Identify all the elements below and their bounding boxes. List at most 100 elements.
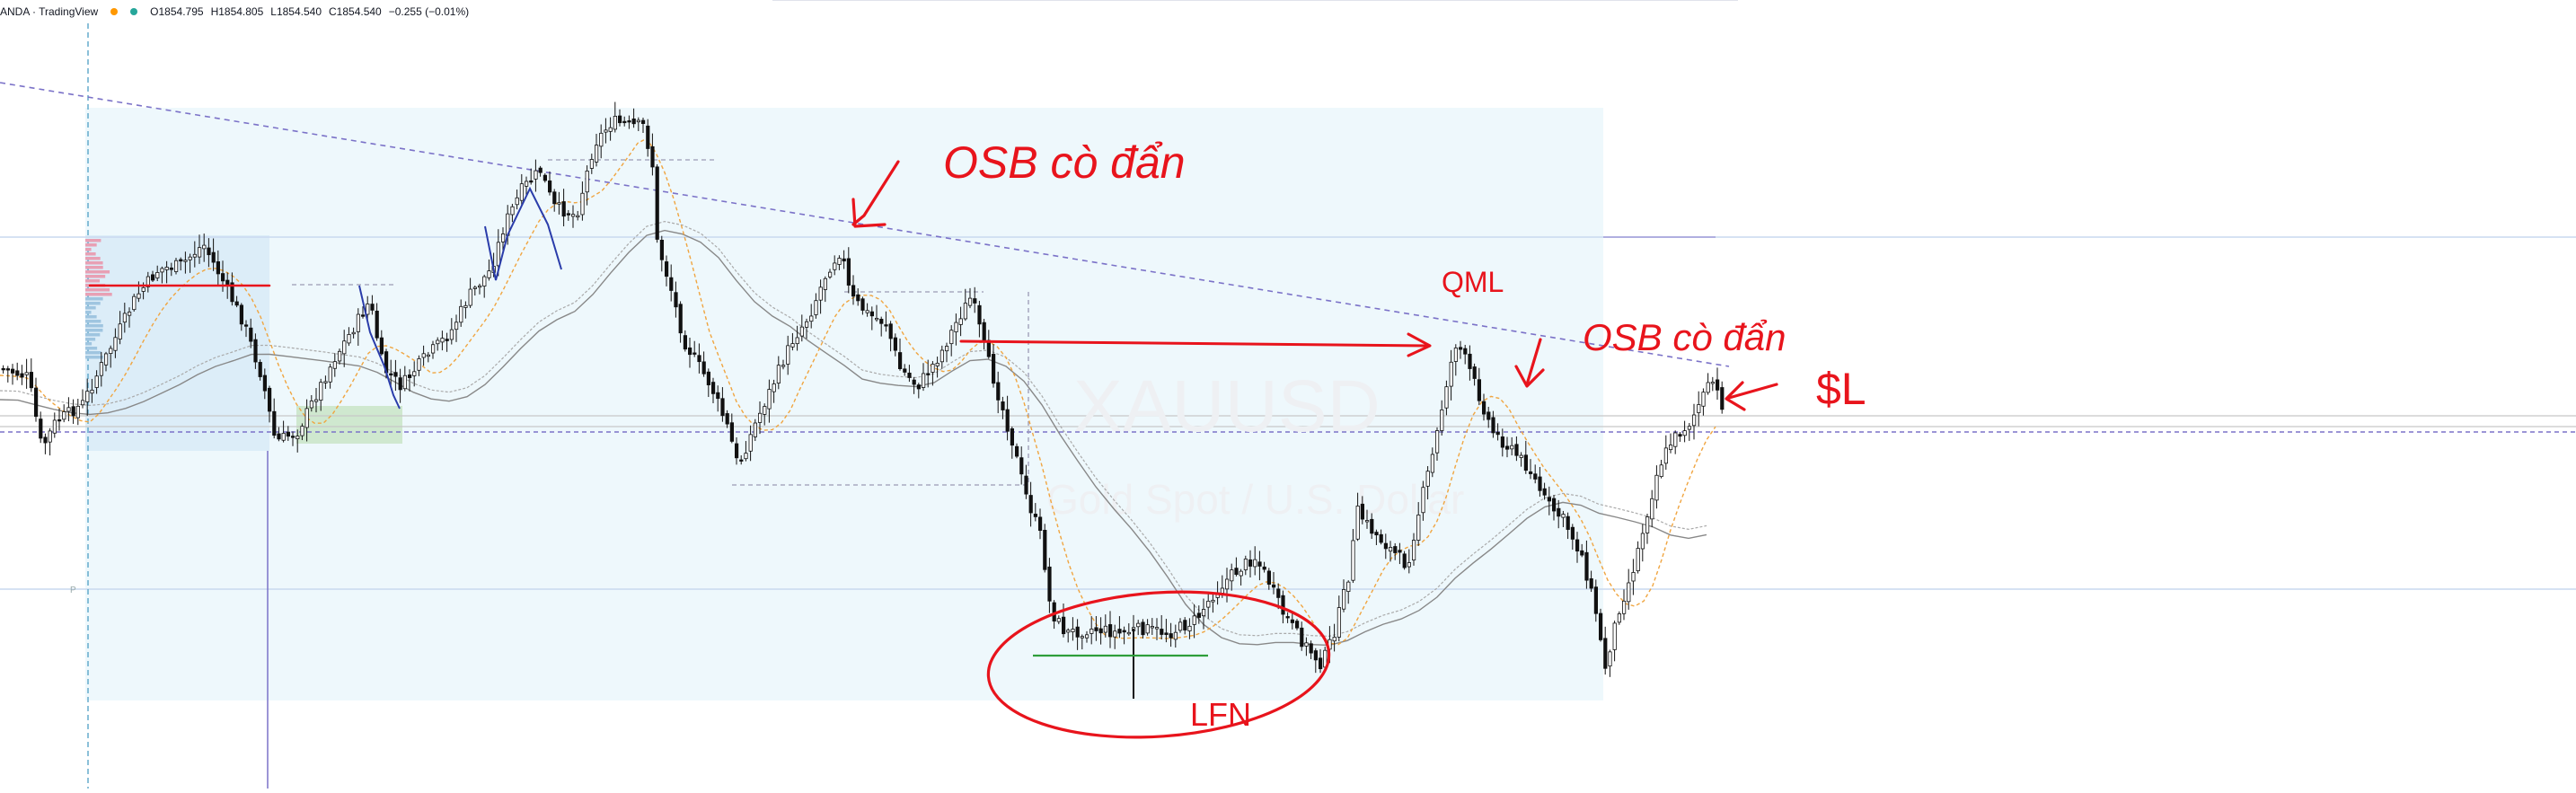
candle-body[interactable]: [1416, 514, 1421, 541]
candle-body[interactable]: [1243, 559, 1248, 570]
candle-body[interactable]: [496, 242, 501, 267]
candle-body[interactable]: [1542, 488, 1547, 496]
candle-body[interactable]: [945, 346, 949, 352]
candle-body[interactable]: [683, 335, 688, 350]
candle-body[interactable]: [436, 339, 440, 345]
candle-body[interactable]: [1608, 651, 1612, 667]
candle-body[interactable]: [968, 297, 973, 306]
candle-body[interactable]: [818, 286, 823, 301]
candle-body[interactable]: [1295, 621, 1300, 629]
candle-body[interactable]: [856, 294, 860, 302]
candle-body[interactable]: [243, 324, 249, 327]
candle-body[interactable]: [1720, 387, 1725, 410]
candle-body[interactable]: [356, 313, 361, 332]
candle-body[interactable]: [132, 295, 137, 311]
candle-body[interactable]: [449, 329, 454, 340]
candle-body[interactable]: [884, 324, 888, 327]
candle-body[interactable]: [828, 271, 833, 278]
candle-body[interactable]: [1043, 529, 1047, 570]
candle-body[interactable]: [1706, 382, 1710, 393]
candle-body[interactable]: [81, 400, 85, 406]
candle-body[interactable]: [650, 145, 655, 168]
candle-body[interactable]: [1692, 414, 1697, 427]
candle-body[interactable]: [1015, 445, 1019, 457]
candle-body[interactable]: [1332, 637, 1337, 642]
candle-body[interactable]: [267, 387, 272, 412]
candle-body[interactable]: [954, 322, 958, 332]
candle-body[interactable]: [548, 180, 552, 193]
candle-body[interactable]: [1141, 621, 1145, 636]
candle-body[interactable]: [1272, 584, 1276, 588]
candle-body[interactable]: [1122, 630, 1126, 633]
candle-body[interactable]: [146, 276, 150, 287]
candle-body[interactable]: [1449, 361, 1453, 387]
candle-body[interactable]: [192, 253, 197, 258]
candle-body[interactable]: [888, 323, 893, 339]
candle-body[interactable]: [122, 313, 127, 323]
candle-body[interactable]: [1313, 650, 1318, 661]
candle-body[interactable]: [748, 434, 753, 452]
candle-body[interactable]: [534, 170, 538, 180]
candle-body[interactable]: [421, 353, 426, 358]
candle-body[interactable]: [1631, 572, 1636, 582]
candle-body[interactable]: [926, 373, 931, 375]
candle-body[interactable]: [525, 181, 529, 187]
candle-body[interactable]: [898, 352, 903, 369]
candle-body[interactable]: [1010, 428, 1014, 446]
candle-body[interactable]: [375, 310, 379, 339]
candle-body[interactable]: [1266, 570, 1271, 585]
candle-body[interactable]: [903, 368, 907, 373]
candle-body[interactable]: [1047, 566, 1052, 602]
candle-body[interactable]: [1080, 636, 1084, 639]
candle-body[interactable]: [837, 258, 842, 265]
candle-body[interactable]: [1663, 447, 1668, 464]
candle-body[interactable]: [342, 340, 347, 355]
candle-body[interactable]: [1164, 632, 1169, 635]
candle-body[interactable]: [1342, 589, 1346, 610]
candle-body[interactable]: [501, 233, 506, 242]
candle-body[interactable]: [85, 391, 90, 402]
candle-body[interactable]: [1659, 464, 1663, 478]
candle-body[interactable]: [767, 389, 772, 410]
candle-body[interactable]: [1701, 392, 1706, 407]
candle-body[interactable]: [52, 419, 57, 434]
candle-body[interactable]: [1491, 417, 1495, 434]
candle-body[interactable]: [772, 383, 776, 392]
candle-body[interactable]: [487, 270, 491, 278]
candle-body[interactable]: [234, 301, 239, 306]
candle-body[interactable]: [958, 318, 963, 325]
candle-body[interactable]: [43, 436, 48, 444]
candle-body[interactable]: [665, 261, 669, 278]
candle-body[interactable]: [183, 260, 188, 262]
candle-body[interactable]: [407, 374, 412, 378]
candle-body[interactable]: [1440, 410, 1444, 431]
candle-body[interactable]: [1071, 629, 1075, 632]
candle-body[interactable]: [631, 119, 636, 125]
candle-body[interactable]: [389, 373, 393, 376]
candle-body[interactable]: [1178, 621, 1183, 631]
candle-body[interactable]: [328, 366, 332, 383]
candle-body[interactable]: [94, 375, 99, 388]
candle-body[interactable]: [239, 304, 244, 325]
candle-body[interactable]: [907, 372, 912, 378]
candle-body[interactable]: [216, 261, 220, 275]
candle-body[interactable]: [1202, 609, 1206, 617]
candle-body[interactable]: [360, 314, 366, 317]
candle-body[interactable]: [1304, 642, 1309, 647]
candle-body[interactable]: [1169, 633, 1173, 639]
candle-body[interactable]: [1183, 620, 1187, 630]
candle-body[interactable]: [1355, 506, 1360, 540]
candle-body[interactable]: [1505, 445, 1510, 450]
candle-body[interactable]: [697, 355, 701, 363]
candle-body[interactable]: [1056, 618, 1061, 622]
candle-body[interactable]: [430, 344, 436, 354]
candle-body[interactable]: [790, 343, 795, 348]
candle-body[interactable]: [1103, 625, 1107, 633]
candle-body[interactable]: [1024, 475, 1028, 495]
candle-body[interactable]: [1523, 454, 1528, 471]
candle-body[interactable]: [776, 365, 781, 383]
candle-body[interactable]: [1673, 432, 1678, 447]
candle-body[interactable]: [893, 337, 898, 351]
candle-body[interactable]: [1085, 634, 1090, 639]
